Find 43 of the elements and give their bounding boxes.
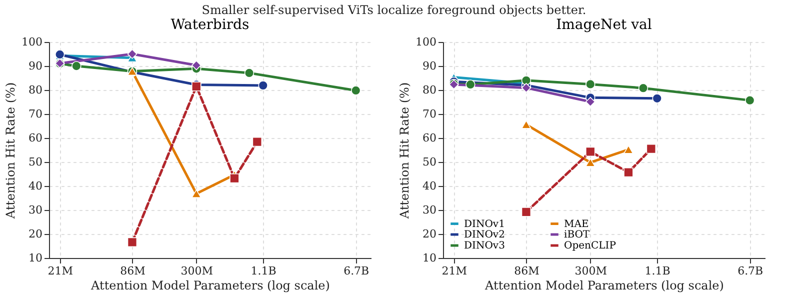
x-tick-label: 6.7B (344, 264, 370, 278)
y-tick-label: 80 (28, 84, 42, 96)
chart-title: Waterbirds (170, 17, 250, 33)
y-tick-label: 60 (28, 132, 42, 144)
x-axis-title: Attention Model Parameters (log scale) (484, 278, 724, 292)
y-tick-label: 40 (28, 180, 42, 192)
x-tick-label: 86M (120, 264, 146, 278)
y-axis-title: Attention Hit Rate (%) (398, 82, 412, 220)
y-axis-title: Attention Hit Rate (%) (4, 82, 18, 220)
legend-label: DINOv3 (464, 240, 505, 252)
x-tick-label: 1.1B (644, 264, 670, 278)
y-tick-label: 30 (28, 204, 42, 216)
y-tick-label: 70 (422, 108, 436, 120)
y-tick-label: 40 (422, 180, 436, 192)
y-tick-label: 30 (422, 204, 436, 216)
y-tick-label: 90 (28, 60, 42, 72)
y-tick-label: 50 (28, 156, 42, 168)
x-tick-label: 300M (574, 264, 608, 278)
legend-label: MAE (564, 218, 589, 230)
chart-title: ImageNet val (556, 17, 652, 33)
legend-label: DINOv2 (464, 230, 505, 240)
y-tick-label: 100 (416, 36, 436, 48)
x-tick-label: 86M (514, 264, 540, 278)
x-tick-label: 6.7B (738, 264, 764, 278)
y-tick-label: 10 (28, 252, 42, 264)
x-tick-label: 21M (48, 264, 73, 278)
y-tick-label: 70 (28, 108, 42, 120)
x-tick-label: 21M (442, 264, 467, 278)
y-tick-label: 90 (422, 60, 436, 72)
y-tick-label: 20 (28, 228, 42, 240)
legend-label: DINOv1 (464, 218, 505, 230)
y-tick-label: 10 (422, 252, 436, 264)
y-tick-label: 80 (422, 84, 436, 96)
y-tick-label: 100 (22, 36, 42, 48)
x-tick-label: 1.1B (250, 264, 276, 278)
legend-label: iBOT (564, 230, 590, 240)
y-tick-label: 60 (422, 132, 436, 144)
x-tick-label: 300M (180, 264, 214, 278)
x-axis-title: Attention Model Parameters (log scale) (90, 278, 330, 292)
y-tick-label: 50 (422, 156, 436, 168)
legend-label: OpenCLIP (564, 240, 616, 252)
text: Smaller self-supervised ViTs localize foreground objects better. (200, 2, 588, 18)
y-tick-label: 20 (422, 228, 436, 240)
